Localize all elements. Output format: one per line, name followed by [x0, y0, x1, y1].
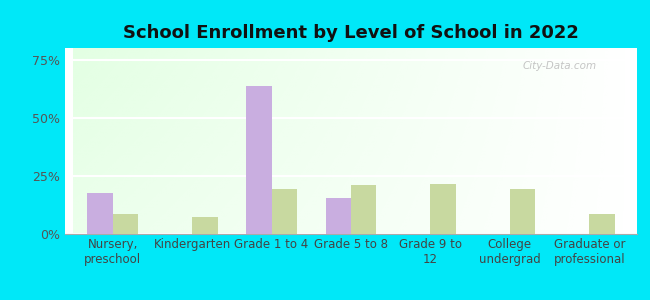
Text: City-Data.com: City-Data.com: [523, 61, 597, 71]
Bar: [87, 193, 112, 234]
Bar: [326, 198, 351, 234]
Bar: [112, 214, 138, 234]
Bar: [590, 214, 615, 234]
Bar: [430, 184, 456, 234]
Bar: [351, 185, 376, 234]
Bar: [510, 189, 536, 234]
Bar: [246, 86, 272, 234]
Title: School Enrollment by Level of School in 2022: School Enrollment by Level of School in …: [123, 24, 579, 42]
Bar: [192, 217, 218, 234]
Bar: [272, 189, 297, 234]
